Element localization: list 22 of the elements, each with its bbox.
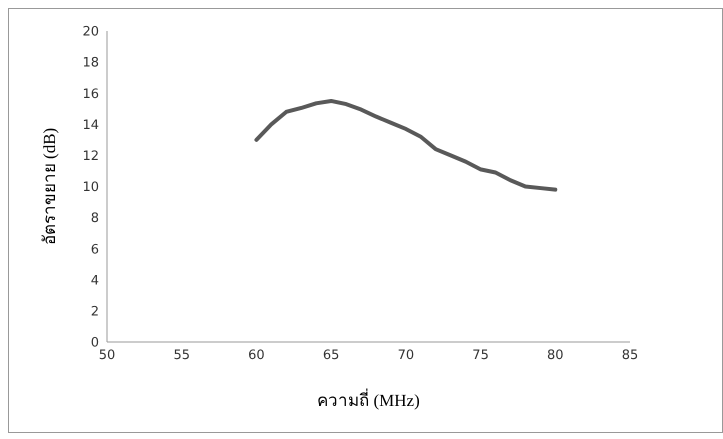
y-tick-label: 14 (82, 118, 99, 133)
x-tick-label: 65 (322, 348, 340, 364)
y-tick-label: 2 (90, 304, 99, 320)
y-tick-label: 12 (82, 149, 99, 164)
x-tick-label: 60 (248, 348, 265, 364)
y-tick-label: 6 (90, 242, 99, 258)
y-tick-label: 4 (90, 273, 99, 288)
line-series (254, 98, 558, 192)
y-tick-label: 18 (82, 56, 99, 71)
x-tick-label: 50 (98, 348, 116, 364)
y-tick-label: 16 (82, 86, 99, 102)
x-tick-label: 55 (173, 348, 190, 364)
x-tick-label: 75 (472, 348, 489, 364)
x-tick-label: 70 (398, 348, 414, 364)
x-tick-label: 85 (622, 348, 638, 364)
y-tick-label: 20 (82, 24, 99, 40)
x-axis-title: ความถี่ (MHz) (317, 388, 420, 410)
y-tick-label: 8 (90, 211, 99, 226)
y-tick-label: 10 (82, 180, 99, 196)
x-tick-label: 80 (547, 348, 564, 364)
y-axis-title: อัตราขยาย (dB) (40, 128, 60, 246)
y-tick-label: 0 (90, 336, 99, 351)
